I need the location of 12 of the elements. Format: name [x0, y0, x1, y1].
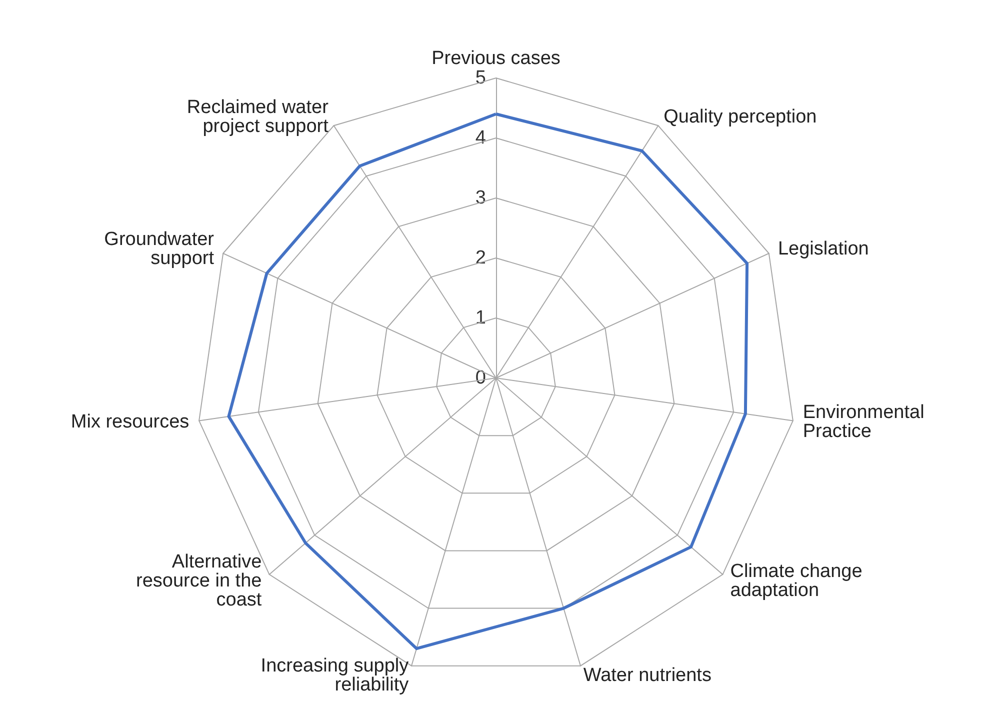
spoke-label: Legislation: [778, 238, 869, 260]
spoke-label: Water nutrients: [583, 664, 712, 686]
y-tick-label: 4: [475, 128, 486, 148]
spoke-label: Reclaimed water project support: [186, 97, 330, 138]
spoke-label: Environmental Practice: [802, 402, 924, 442]
spoke-label: Previous cases: [432, 48, 560, 69]
spoke-label: Mix resources: [70, 412, 190, 433]
spoke-label: Quality perception: [664, 106, 817, 128]
spoke-label: Climate change adaptation: [730, 561, 862, 602]
spoke-label: Groundwater support: [104, 229, 215, 270]
spoke-label: Increasing supply reliability: [260, 655, 410, 696]
spoke-label: Alternative resource in the coast: [136, 552, 262, 611]
